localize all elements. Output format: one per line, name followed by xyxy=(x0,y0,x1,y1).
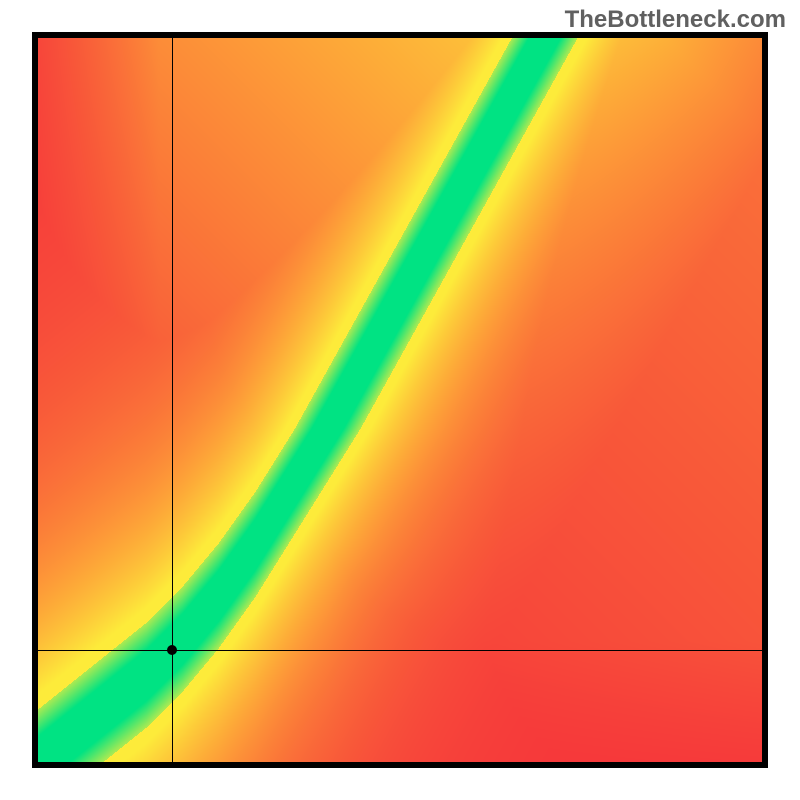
heatmap-area xyxy=(38,38,762,762)
watermark-text: TheBottleneck.com xyxy=(565,6,786,34)
heatmap-canvas xyxy=(38,38,762,762)
crosshair-marker xyxy=(167,645,177,655)
crosshair-horizontal xyxy=(38,650,762,651)
plot-frame xyxy=(32,32,768,768)
